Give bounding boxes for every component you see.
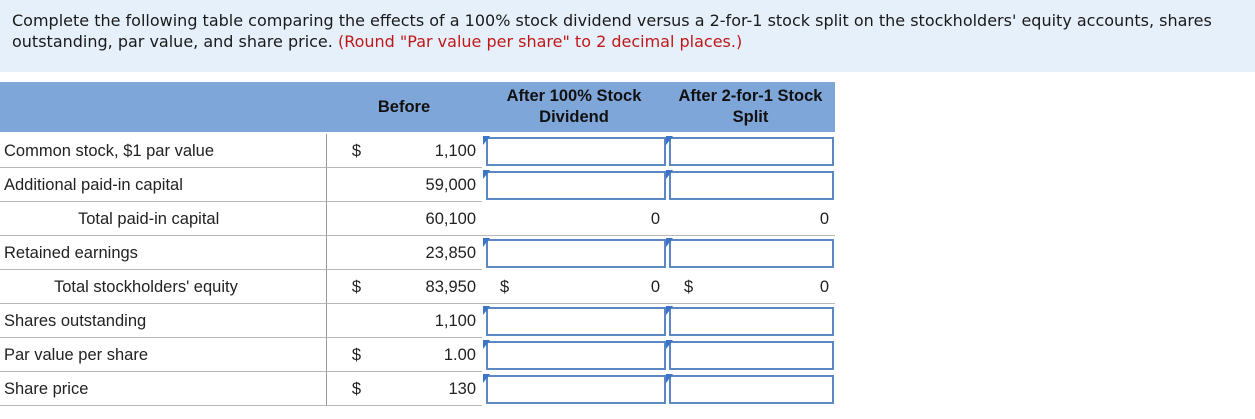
- computed-value: 0: [650, 278, 660, 296]
- header-blank: [0, 82, 326, 132]
- row-label: Shares outstanding: [0, 304, 326, 338]
- dollar-sign: $: [326, 372, 386, 406]
- header-before: Before: [326, 82, 482, 132]
- table-row: Share price $ 130: [0, 372, 835, 406]
- apic-split-input[interactable]: [669, 171, 834, 200]
- computed-value: 0: [819, 278, 829, 296]
- row-label: Retained earnings: [0, 236, 326, 270]
- input-marker-icon: [666, 136, 673, 145]
- before-value: 1,100: [386, 134, 482, 168]
- table-row: Total paid-in capital 60,100 0 0: [0, 202, 835, 236]
- par-value-split-input[interactable]: [669, 341, 834, 370]
- common-stock-dividend-input[interactable]: [486, 137, 666, 166]
- share-price-dividend-input[interactable]: [486, 375, 666, 404]
- shares-outstanding-dividend-input[interactable]: [486, 307, 666, 336]
- row-label: Additional paid-in capital: [0, 168, 326, 202]
- shares-outstanding-split-input[interactable]: [669, 307, 834, 336]
- header-stock-split: After 2-for-1 Stock Split: [666, 82, 835, 132]
- dollar-sign: $: [500, 278, 510, 296]
- computed-value: 0: [650, 210, 660, 228]
- input-marker-icon: [483, 374, 490, 383]
- before-value: 1.00: [386, 338, 482, 372]
- total-equity-dividend-value: $ 0: [482, 270, 666, 304]
- input-marker-icon: [483, 136, 490, 145]
- before-value: 60,100: [386, 202, 482, 236]
- table-row: Common stock, $1 par value $ 1,100: [0, 134, 835, 168]
- table-row: Total stockholders' equity $ 83,950 $ 0 …: [0, 270, 835, 304]
- table-row: Additional paid-in capital 59,000: [0, 168, 835, 202]
- before-value: 23,850: [386, 236, 482, 270]
- row-label: Total paid-in capital: [0, 202, 326, 236]
- input-marker-icon: [483, 306, 490, 315]
- table-row: Par value per share $ 1.00: [0, 338, 835, 372]
- input-marker-icon: [483, 170, 490, 179]
- dollar-sign: $: [326, 134, 386, 168]
- row-label: Common stock, $1 par value: [0, 134, 326, 168]
- input-marker-icon: [666, 340, 673, 349]
- total-equity-split-value: $ 0: [666, 270, 835, 304]
- dollar-sign: $: [326, 338, 386, 372]
- row-label: Share price: [0, 372, 326, 406]
- table-row: Retained earnings 23,850: [0, 236, 835, 270]
- dollar-sign: [326, 236, 386, 270]
- retained-earnings-split-input[interactable]: [669, 239, 834, 268]
- par-value-dividend-input[interactable]: [486, 341, 666, 370]
- common-stock-split-input[interactable]: [669, 137, 834, 166]
- input-marker-icon: [666, 374, 673, 383]
- input-marker-icon: [483, 340, 490, 349]
- before-value: 130: [386, 372, 482, 406]
- before-value: 1,100: [386, 304, 482, 338]
- retained-earnings-dividend-input[interactable]: [486, 239, 666, 268]
- dollar-sign: $: [684, 278, 694, 296]
- before-value: 59,000: [386, 168, 482, 202]
- input-marker-icon: [666, 170, 673, 179]
- row-label: Total stockholders' equity: [0, 270, 326, 304]
- prompt-text: Complete the following table comparing t…: [12, 11, 1212, 51]
- share-price-split-input[interactable]: [669, 375, 834, 404]
- question-prompt: Complete the following table comparing t…: [0, 0, 1255, 72]
- input-marker-icon: [666, 306, 673, 315]
- input-marker-icon: [483, 238, 490, 247]
- table-row: Shares outstanding 1,100: [0, 304, 835, 338]
- input-marker-icon: [666, 238, 673, 247]
- apic-dividend-input[interactable]: [486, 171, 666, 200]
- rounding-note: (Round "Par value per share" to 2 decima…: [337, 32, 743, 51]
- dollar-sign: [326, 202, 386, 236]
- computed-value: 0: [819, 210, 829, 228]
- header-stock-dividend: After 100% Stock Dividend: [482, 82, 666, 132]
- before-value: 83,950: [386, 270, 482, 304]
- dollar-sign: [326, 304, 386, 338]
- dollar-sign: [326, 168, 386, 202]
- total-paid-in-dividend-value: 0: [482, 202, 666, 236]
- total-paid-in-split-value: 0: [666, 202, 835, 236]
- row-label: Par value per share: [0, 338, 326, 372]
- dollar-sign: $: [326, 270, 386, 304]
